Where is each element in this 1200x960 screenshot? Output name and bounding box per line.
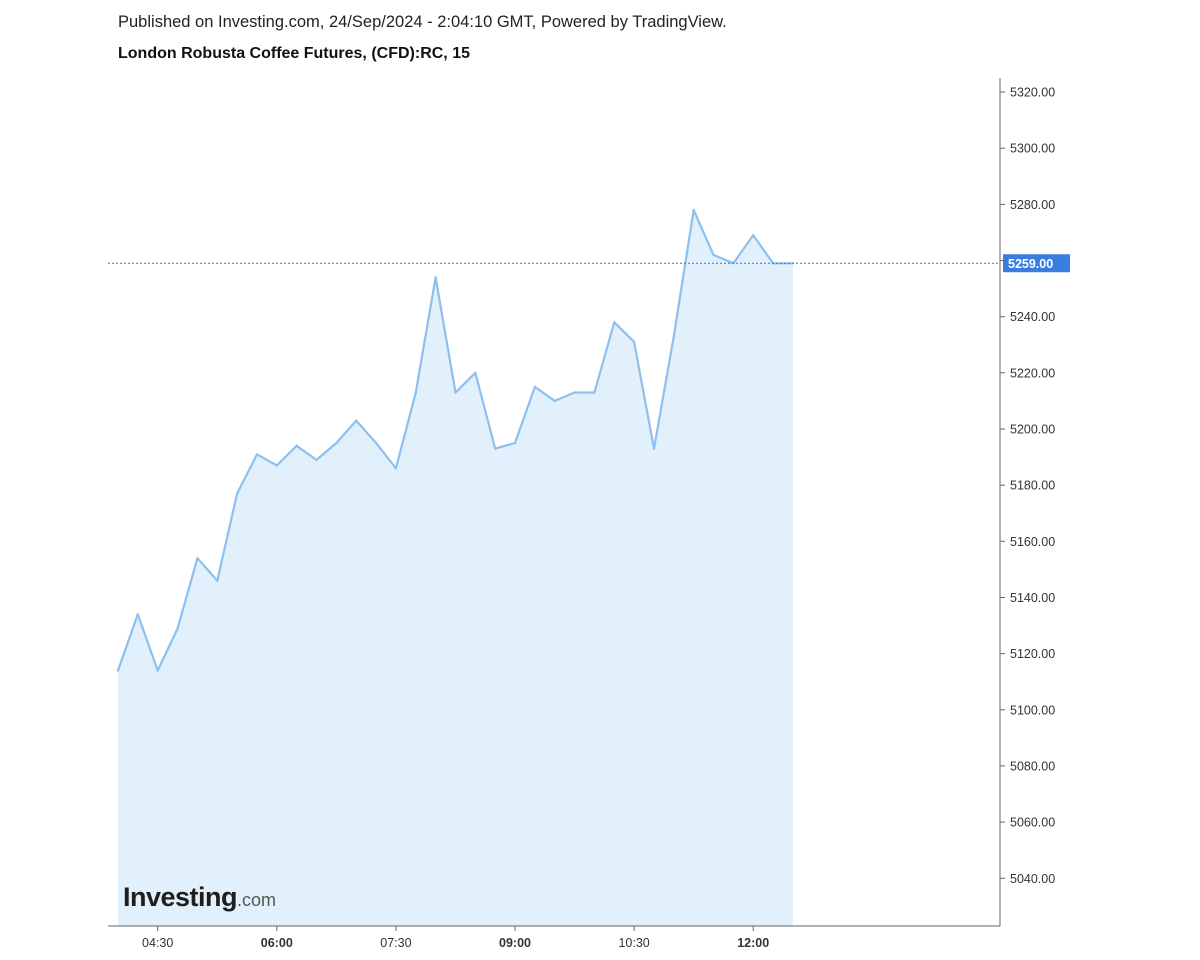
series-line-segment: [136, 613, 159, 672]
data-point: [216, 579, 219, 582]
data-point: [255, 453, 259, 456]
series-line-segment: [295, 444, 318, 461]
x-tick-label: 12:00: [737, 936, 769, 950]
series-line-segment: [632, 340, 656, 450]
axes: 5320.005300.005280.005260.005240.005220.…: [108, 78, 1070, 950]
data-point: [553, 399, 556, 402]
data-point: [176, 627, 179, 630]
y-tick-label: 5280.00: [1010, 198, 1055, 212]
data-point: [613, 321, 616, 324]
y-tick-label: 5060.00: [1010, 816, 1055, 830]
x-tick-label: 04:30: [142, 936, 173, 950]
data-point: [355, 419, 358, 422]
series-line-segment: [454, 371, 477, 394]
series-line-segment: [652, 335, 675, 450]
data-point: [236, 492, 239, 495]
series-line-segment: [692, 208, 715, 256]
series-line-segment: [613, 321, 636, 343]
series-line-segment: [116, 613, 139, 672]
series-line-segment: [236, 453, 259, 495]
data-point: [474, 371, 477, 374]
data-point: [375, 441, 378, 445]
data-point: [513, 441, 517, 445]
series-line-segment: [732, 234, 755, 265]
y-tick-label: 5200.00: [1010, 423, 1055, 437]
data-point: [434, 276, 437, 279]
data-point: [454, 391, 457, 394]
y-tick-label: 5240.00: [1010, 310, 1055, 324]
y-tick-label: 5180.00: [1010, 479, 1055, 493]
y-tick-label: 5320.00: [1010, 86, 1055, 100]
y-tick-label: 5220.00: [1010, 366, 1055, 380]
data-point: [394, 467, 397, 470]
chart-title: London Robusta Coffee Futures, (CFD):RC,…: [118, 45, 470, 62]
x-tick-label: 09:00: [499, 936, 531, 950]
investing-logo: Investing.com: [123, 882, 276, 912]
data-point: [752, 234, 755, 237]
series-line-segment: [216, 492, 239, 582]
data-point: [335, 441, 338, 445]
series-line-segment: [672, 208, 695, 338]
series-line-segment: [553, 391, 576, 402]
series-line-segment: [494, 441, 517, 450]
series-line-segment: [533, 385, 556, 402]
y-tick-label: 5100.00: [1010, 703, 1055, 717]
series-line-segment: [414, 276, 437, 394]
series-line-segment: [513, 385, 537, 445]
y-tick-label: 5140.00: [1010, 591, 1055, 605]
data-point: [573, 391, 576, 394]
x-tick-label: 10:30: [618, 936, 649, 950]
area-fill: [118, 210, 793, 926]
series-line-segment: [394, 391, 417, 470]
data-point: [196, 557, 199, 560]
logo-main-text: Investing: [123, 882, 237, 912]
data-point: [652, 447, 656, 450]
published-note: Published on Investing.com, 24/Sep/2024 …: [118, 13, 727, 31]
data-point: [494, 447, 497, 450]
svg-text:Investing.com: Investing.com: [123, 882, 276, 912]
series-line-segment: [156, 627, 179, 672]
series-line-segment: [176, 557, 199, 630]
logo-suffix-text: .com: [237, 890, 276, 910]
data-point: [136, 613, 139, 616]
series-line-segment: [275, 444, 298, 467]
data-point: [712, 253, 715, 256]
y-tick-label: 5300.00: [1010, 142, 1055, 156]
series-line-segment: [335, 419, 358, 445]
series-line-segment: [255, 453, 278, 467]
y-tick-label: 5160.00: [1010, 535, 1055, 549]
data-point: [672, 335, 675, 338]
data-point: [116, 669, 120, 672]
series-line-segment: [474, 371, 497, 450]
last-price-label: 5259.00: [1008, 257, 1053, 271]
y-tick-label: 5080.00: [1010, 759, 1055, 773]
series-line-segment: [712, 253, 735, 265]
data-point: [593, 391, 596, 394]
y-tick-label: 5040.00: [1010, 872, 1055, 886]
data-point: [414, 391, 417, 394]
series-line-segment: [315, 441, 338, 461]
last-price-badge: [1003, 254, 1070, 273]
series-line-segment: [593, 321, 616, 394]
area-layer: [116, 208, 795, 926]
x-tick-label: 07:30: [380, 936, 411, 950]
series-line-segment: [355, 419, 378, 445]
y-tick-label: 5120.00: [1010, 647, 1055, 661]
series-line-segment: [375, 441, 397, 470]
data-point: [156, 669, 159, 672]
data-point: [295, 444, 298, 447]
data-point: [315, 458, 318, 461]
series-line-segment: [196, 557, 219, 582]
data-point: [533, 385, 537, 388]
data-point: [633, 340, 636, 343]
x-tick-label: 06:00: [261, 936, 293, 950]
series-line-segment: [752, 234, 775, 265]
data-point: [275, 464, 278, 467]
data-point: [692, 208, 695, 212]
series-line-segment: [434, 276, 457, 394]
